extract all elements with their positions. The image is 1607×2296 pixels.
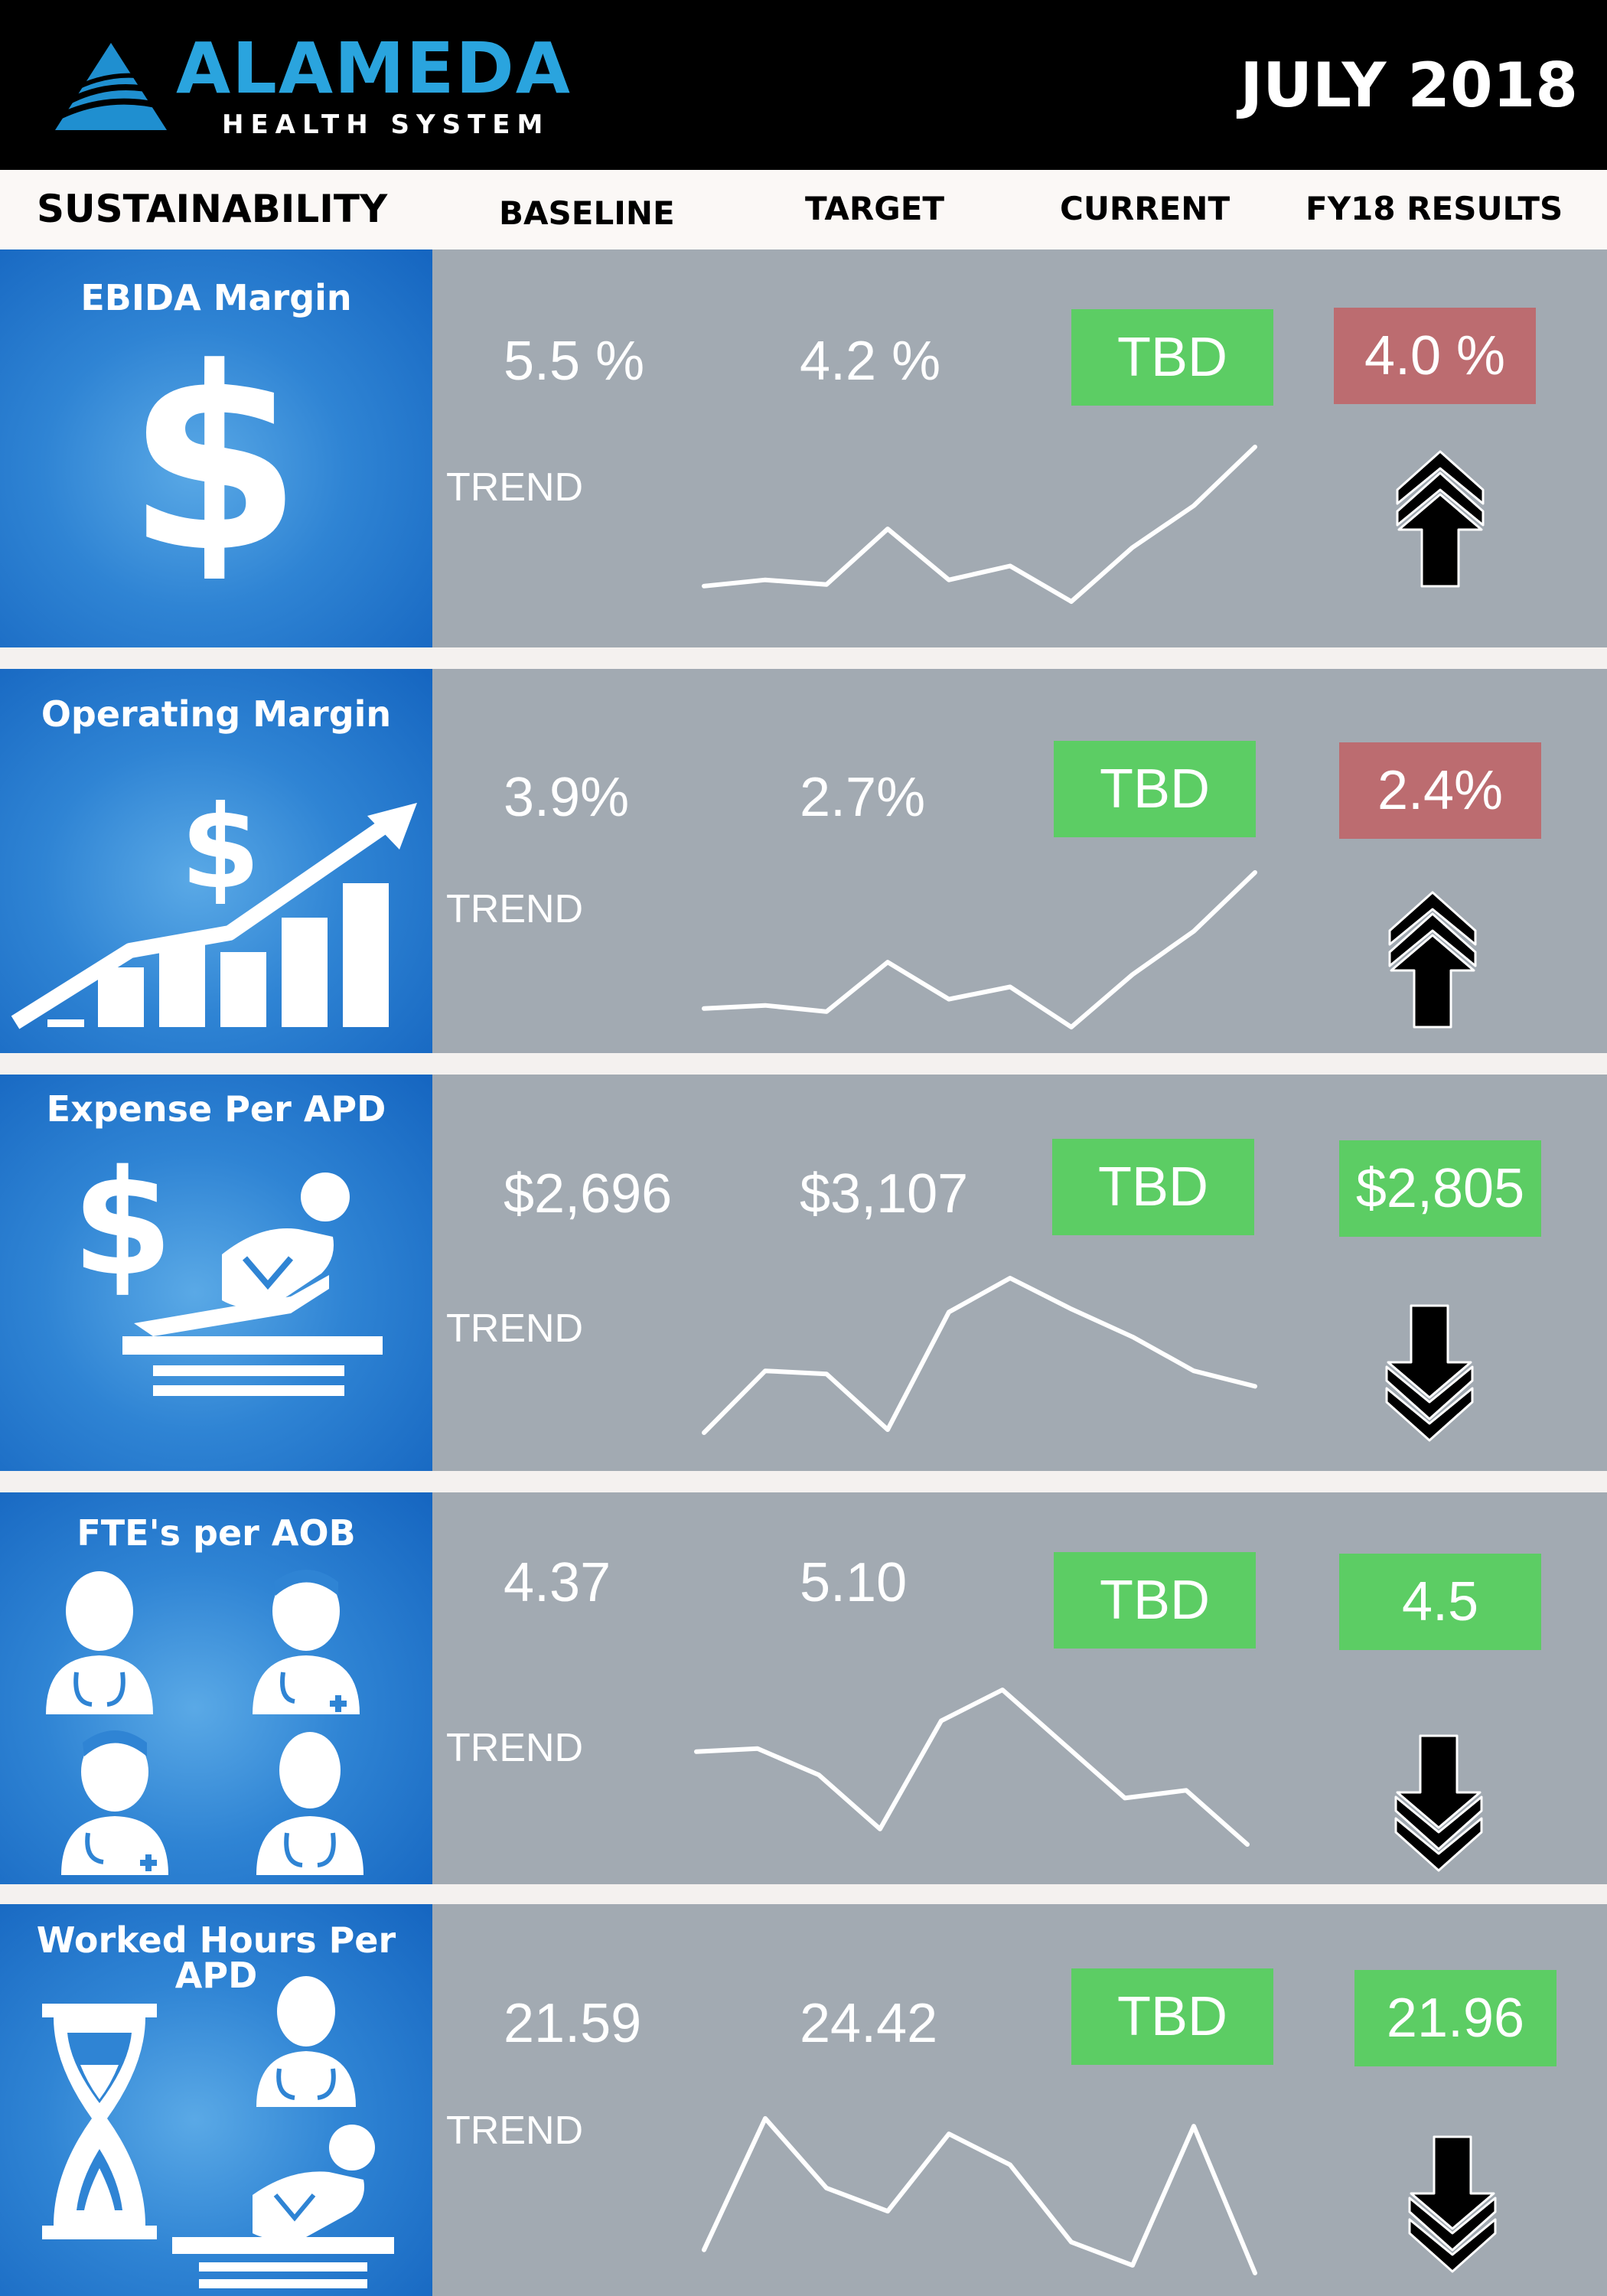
brand-logo[interactable]: ALAMEDA HEALTH SYSTEM [46, 34, 597, 140]
medical-staff-icon [46, 1570, 363, 1875]
section-title: SUSTAINABILITY [37, 187, 388, 231]
dollar-patient-bed-icon: $ [72, 1143, 383, 1396]
target-value: 5.10 [800, 1552, 908, 1613]
metric-title: Operating Margin [41, 693, 392, 735]
trend-sparkline [702, 445, 1257, 604]
target-value: 2.7% [800, 767, 926, 828]
trend-up-arrow-icon [1396, 450, 1485, 588]
trend-line [702, 2116, 1257, 2275]
column-header-fy18-results: FY18 RESULTS [1305, 190, 1563, 227]
fy18-result-badge: 2.4% [1339, 742, 1541, 839]
trend-sparkline [702, 1276, 1257, 1435]
baseline-value: 3.9% [504, 767, 630, 828]
trend-label: TREND [446, 1726, 584, 1770]
metric-icon-panel [0, 249, 432, 647]
header-bar: ALAMEDA HEALTH SYSTEM JULY 2018 [0, 0, 1607, 170]
column-header-bar: SUSTAINABILITY BASELINE TARGET CURRENT F… [0, 170, 1607, 249]
metric-icon-panel [0, 1075, 432, 1471]
metric-row-expense-per-apd: Expense Per APD $ $2,696 $3,107 TBD $2,8… [0, 1075, 1607, 1471]
metric-row-ebida-margin: EBIDA Margin $ 5.5 % 4.2 % TBD 4.0 % TRE… [0, 249, 1607, 647]
trend-down-arrow-icon [1408, 2135, 1497, 2273]
fy18-result-badge: 21.96 [1354, 1970, 1556, 2066]
baseline-value: 4.37 [504, 1552, 611, 1613]
hourglass-staff-bed-icon [42, 1976, 394, 2288]
metric-row-worked-hours-per-apd: Worked Hours Per APD 21.59 24.4 [0, 1904, 1607, 2296]
current-value-badge: TBD [1071, 1968, 1273, 2065]
brand-name: ALAMEDA [176, 28, 572, 109]
trend-sparkline [702, 2116, 1257, 2275]
fy18-result-badge: 4.5 [1339, 1554, 1541, 1650]
target-value: 4.2 % [800, 331, 941, 392]
trend-line [702, 1276, 1257, 1435]
target-value: $3,107 [800, 1163, 969, 1225]
trend-sparkline [702, 870, 1257, 1029]
column-header-current: CURRENT [1060, 190, 1231, 227]
column-header-baseline: BASELINE [499, 194, 675, 232]
logo-mark-icon [55, 43, 167, 130]
svg-text:$: $ [72, 1143, 173, 1308]
metric-title: Worked Hours Per APD [36, 1919, 396, 1996]
dollar-sign-icon: $ [126, 334, 302, 579]
report-date: JULY 2018 [1240, 50, 1578, 121]
metric-title: Expense Per APD [46, 1088, 386, 1130]
svg-text:$: $ [126, 334, 302, 579]
target-value: 24.42 [800, 1993, 938, 2054]
metric-row-operating-margin: Operating Margin $ 3.9% 2.7% TBD 2.4% TR… [0, 669, 1607, 1053]
column-header-target: TARGET [805, 190, 945, 227]
current-value-badge: TBD [1054, 741, 1256, 837]
brand-subtitle: HEALTH SYSTEM [222, 109, 550, 140]
metric-title: FTE's per AOB [77, 1512, 356, 1554]
fy18-result-badge: $2,805 [1339, 1140, 1541, 1237]
growth-chart-dollar-icon: $ [11, 781, 417, 1029]
trend-line [702, 870, 1257, 1029]
metric-row-ftes-per-aob: FTE's per AOB 4.37 5 [0, 1492, 1607, 1884]
current-value-badge: TBD [1071, 309, 1273, 406]
metric-title: EBIDA Margin [80, 277, 352, 318]
trend-label: TREND [446, 2108, 584, 2153]
svg-text:$: $ [181, 781, 260, 915]
trend-sparkline [694, 1688, 1250, 1847]
trend-down-arrow-icon [1394, 1734, 1483, 1872]
trend-down-arrow-icon [1385, 1304, 1474, 1442]
fy18-result-badge: 4.0 % [1334, 308, 1536, 404]
trend-label: TREND [446, 1306, 584, 1351]
trend-label: TREND [446, 465, 584, 510]
current-value-badge: TBD [1052, 1139, 1254, 1235]
trend-line [702, 445, 1257, 604]
trend-up-arrow-icon [1388, 891, 1477, 1029]
metric-data-panel [432, 669, 1607, 1053]
current-value-badge: TBD [1054, 1552, 1256, 1649]
trend-line [694, 1688, 1250, 1847]
baseline-value: 21.59 [504, 1993, 642, 2054]
trend-label: TREND [446, 887, 584, 931]
baseline-value: $2,696 [504, 1163, 673, 1225]
baseline-value: 5.5 % [504, 331, 645, 392]
